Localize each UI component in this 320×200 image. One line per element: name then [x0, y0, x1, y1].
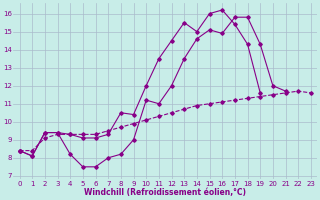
X-axis label: Windchill (Refroidissement éolien,°C): Windchill (Refroidissement éolien,°C)	[84, 188, 246, 197]
